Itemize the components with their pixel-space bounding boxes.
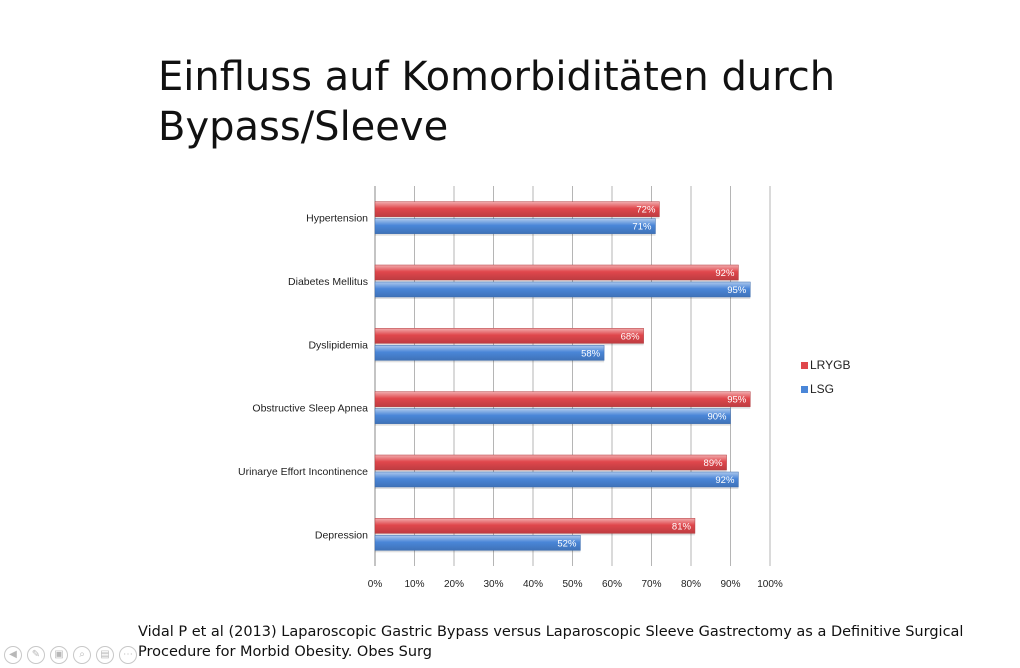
category-label: Depression — [315, 529, 368, 541]
legend-swatch-lrygb — [801, 362, 808, 369]
bar-lrygb — [374, 201, 660, 217]
data-label: 92% — [715, 475, 735, 486]
x-tick-label: 20% — [444, 579, 464, 590]
x-tick-label: 0% — [368, 579, 383, 590]
x-tick-label: 50% — [562, 579, 582, 590]
legend-label-lsg: LSG — [810, 382, 834, 396]
bar-lrygb — [374, 328, 644, 344]
data-label: 58% — [581, 348, 601, 359]
bar-lrygb — [374, 454, 727, 471]
zoom-icon[interactable]: ⌕ — [73, 646, 91, 664]
x-tick-label: 40% — [523, 579, 543, 590]
bar-lsg — [374, 535, 581, 551]
prev-slide-icon[interactable]: ◀ — [4, 646, 22, 664]
bar-lsg — [374, 471, 739, 488]
legend-swatch-lsg — [801, 386, 808, 393]
category-label: Urinarye Effort Incontinence — [238, 466, 368, 478]
legend-label-lrygb: LRYGB — [810, 358, 850, 372]
bar-lsg — [374, 345, 605, 361]
data-label: 92% — [715, 268, 735, 279]
x-tick-label: 30% — [483, 579, 503, 590]
data-label: 52% — [557, 538, 577, 549]
citation-line-2: Procedure for Morbid Obesity. Obes Surg — [138, 644, 432, 660]
x-tick-label: 90% — [720, 579, 740, 590]
category-label: Obstructive Sleep Apnea — [252, 403, 368, 415]
data-label: 81% — [672, 521, 692, 532]
category-label: Hypertension — [306, 213, 368, 225]
bar-lsg — [374, 408, 731, 424]
data-label: 95% — [727, 395, 747, 406]
citation: Vidal P et al (2013) Laparoscopic Gastri… — [138, 622, 963, 662]
bar-lsg — [374, 218, 656, 234]
x-tick-label: 100% — [757, 579, 783, 590]
bar-lsg — [374, 281, 751, 298]
bar-lrygb — [374, 264, 739, 281]
category-label: Dyslipidemia — [308, 339, 368, 351]
slide-title-line-2: Bypass/Sleeve — [158, 104, 449, 150]
more-options-icon[interactable]: ⋯ — [119, 646, 137, 664]
x-tick-label: 60% — [602, 579, 622, 590]
subtitles-icon[interactable]: ▤ — [96, 646, 114, 664]
category-label: Diabetes Mellitus — [288, 276, 368, 288]
data-label: 95% — [727, 285, 747, 296]
data-label: 90% — [707, 412, 727, 423]
pen-tool-icon[interactable]: ✎ — [27, 646, 45, 664]
data-label: 71% — [632, 222, 652, 233]
bar-lrygb — [374, 518, 696, 534]
x-tick-label: 80% — [681, 579, 701, 590]
slide-controls: ◀ ✎ ▣ ⌕ ▤ ⋯ — [4, 646, 137, 664]
slide-title-line-1: Einfluss auf Komorbiditäten durch — [158, 54, 836, 100]
slides-overview-icon[interactable]: ▣ — [50, 646, 68, 664]
data-label: 68% — [621, 331, 641, 342]
data-label: 89% — [704, 458, 724, 469]
x-tick-label: 10% — [404, 579, 424, 590]
x-tick-label: 70% — [641, 579, 661, 590]
slide-title: Einfluss auf Komorbiditäten durch Bypass… — [158, 52, 835, 152]
data-label: 72% — [636, 205, 656, 216]
bar-lrygb — [374, 391, 751, 407]
citation-line-1: Vidal P et al (2013) Laparoscopic Gastri… — [138, 624, 964, 640]
